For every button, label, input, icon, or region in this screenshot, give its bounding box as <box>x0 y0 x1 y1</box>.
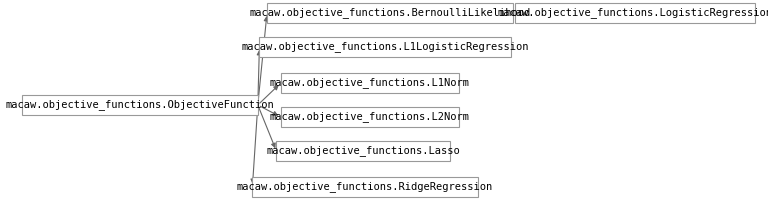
Text: macaw.objective_functions.Lasso: macaw.objective_functions.Lasso <box>266 146 460 156</box>
Bar <box>281 107 459 127</box>
Text: macaw.objective_functions.RidgeRegression: macaw.objective_functions.RidgeRegressio… <box>237 182 493 192</box>
Bar <box>22 95 258 115</box>
Bar <box>260 37 511 57</box>
Bar <box>253 177 478 197</box>
Text: macaw.objective_functions.L2Norm: macaw.objective_functions.L2Norm <box>270 112 470 122</box>
Text: macaw.objective_functions.L1LogisticRegression: macaw.objective_functions.L1LogisticRegr… <box>241 42 528 52</box>
Bar <box>267 3 513 23</box>
Text: macaw.objective_functions.L1Norm: macaw.objective_functions.L1Norm <box>270 77 470 88</box>
Text: macaw.objective_functions.BernoulliLikelihood: macaw.objective_functions.BernoulliLikel… <box>250 8 531 18</box>
Bar <box>281 73 459 93</box>
Bar <box>276 141 449 161</box>
Text: macaw.objective_functions.ObjectiveFunction: macaw.objective_functions.ObjectiveFunct… <box>5 100 274 110</box>
Bar <box>515 3 756 23</box>
Text: macaw.objective_functions.LogisticRegression: macaw.objective_functions.LogisticRegres… <box>498 8 768 18</box>
